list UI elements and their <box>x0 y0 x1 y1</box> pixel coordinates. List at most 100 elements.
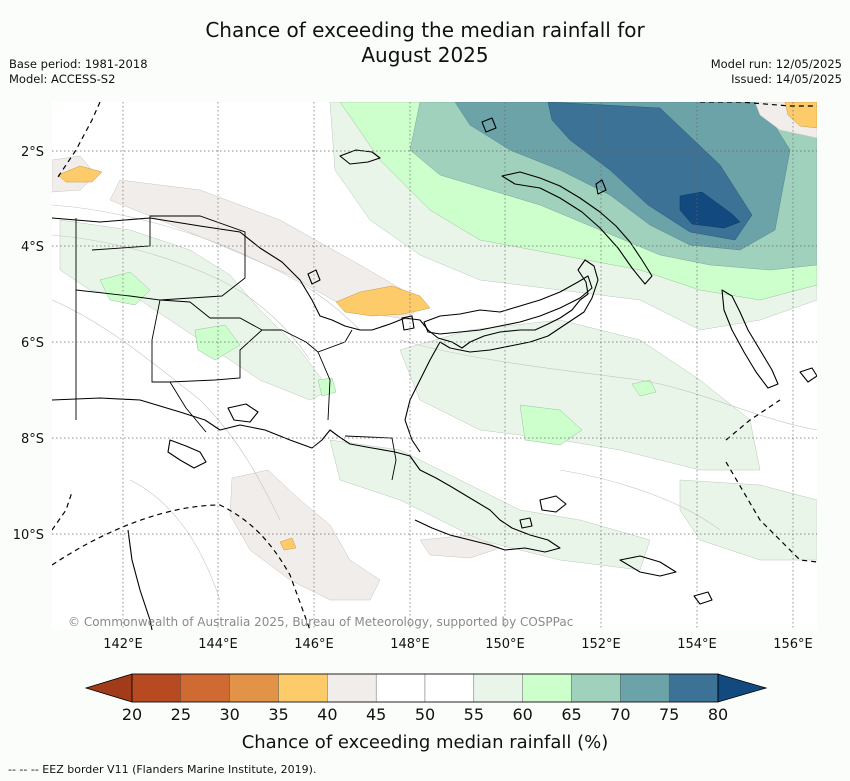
lon-label-156e: 156°E <box>773 637 813 652</box>
colorbar-segment <box>620 673 670 703</box>
colorbar-tick-label: 75 <box>659 705 679 724</box>
eez-south <box>52 504 311 630</box>
lon-label-148e: 148°E <box>390 637 430 652</box>
new-guinea-south-coast <box>52 397 561 553</box>
colorbar-tick-label: 65 <box>561 705 581 724</box>
lat-label-6s: 6°S <box>21 336 44 351</box>
north-islands-b <box>595 179 607 195</box>
province-line-2 <box>91 215 246 301</box>
colorbar-segment <box>131 673 182 703</box>
colorbar-segment <box>668 673 719 703</box>
province-line-7 <box>344 435 397 481</box>
colorbar-segment <box>180 673 230 703</box>
band-60-65-patch-e <box>317 377 337 397</box>
colorbar-tick-label: 25 <box>171 705 191 724</box>
band-35-40-central <box>335 285 431 317</box>
base-period-text: Base period: 1981-2018 <box>9 57 148 71</box>
graticule <box>52 102 817 630</box>
eez-west-north <box>55 102 101 181</box>
province-line-6 <box>317 351 331 421</box>
colorbar-extend-high <box>717 673 768 703</box>
band-55-60-south-coast <box>329 439 651 571</box>
band-60-65-patch-c <box>194 324 241 361</box>
eez-northeast <box>700 102 817 107</box>
eez-footnote: -- -- -- EEZ border V11 (Flanders Marine… <box>8 763 317 776</box>
colorbar-tick-label: 45 <box>366 705 386 724</box>
model-info: Base period: 1981-2018 Model: ACCESS-S2 <box>9 57 148 87</box>
band-60-65-patch-a <box>519 404 583 446</box>
colorbar-segment <box>571 673 621 703</box>
new-guinea-north-coast <box>52 217 599 353</box>
provincial-boundaries <box>75 215 397 481</box>
umboi-island <box>401 315 415 331</box>
colorbar-segment <box>473 673 523 703</box>
new-ireland <box>501 171 653 285</box>
title-line-2: August 2025 <box>361 43 489 67</box>
solomon-islands <box>799 367 817 383</box>
model-run-text: Model run: 12/05/2025 <box>710 57 842 71</box>
latitude-labels: 2°S 4°S 6°S 8°S 10°S <box>13 145 44 543</box>
band-55-60-west <box>59 219 331 401</box>
lon-label-144e: 144°E <box>198 637 238 652</box>
papuan-peninsula-north <box>404 341 441 453</box>
map-title: Chance of exceeding the median rainfall … <box>0 18 850 68</box>
lat-label-4s: 4°S <box>21 240 44 255</box>
colorbar: 20 25 30 35 40 45 50 55 60 65 70 75 80 <box>84 673 768 724</box>
issued-text: Issued: 14/05/2025 <box>731 72 842 86</box>
colorbar-title: Chance of exceeding median rainfall (%) <box>242 732 609 753</box>
colorbar-tick-label: 20 <box>122 705 142 724</box>
title-line-1: Chance of exceeding the median rainfall … <box>205 18 645 42</box>
lon-label-146e: 146°E <box>294 637 334 652</box>
coastlines <box>52 117 817 630</box>
lon-label-152e: 152°E <box>581 637 621 652</box>
model-name-text: Model: ACCESS-S2 <box>9 72 116 86</box>
rossel-island <box>693 591 713 605</box>
lat-label-10s: 10°S <box>13 528 44 543</box>
province-line-4 <box>169 381 207 433</box>
eez-east <box>725 399 781 441</box>
lat-label-8s: 8°S <box>21 432 44 447</box>
band-35-40-south <box>279 537 297 551</box>
copyright-notice: © Commonwealth of Australia 2025, Bureau… <box>68 615 573 629</box>
colorbar-segment <box>375 673 426 703</box>
bougainville <box>721 289 779 389</box>
dentrecasteaux-islands <box>539 495 567 513</box>
cape-york-coast <box>127 529 153 630</box>
colorbar-extend-low <box>84 673 133 703</box>
colorbar-tick-label: 30 <box>219 705 239 724</box>
band-35-40-west <box>57 165 103 183</box>
lake-murray <box>227 403 259 423</box>
colorbar-tick-label: 35 <box>268 705 288 724</box>
colorbar-segment <box>327 673 377 703</box>
band-35-40-northeast <box>784 102 817 129</box>
lon-label-150e: 150°E <box>485 637 525 652</box>
band-55-60-south <box>399 319 761 471</box>
lon-label-142e: 142°E <box>103 637 143 652</box>
louisiade-islands <box>619 555 677 577</box>
colorbar-tick-label: 60 <box>512 705 532 724</box>
fly-river-delta <box>167 439 207 469</box>
eez-southwest <box>52 491 73 531</box>
colorbar-segment <box>522 673 572 703</box>
lon-label-154e: 154°E <box>677 637 717 652</box>
issue-info: Model run: 12/05/2025 Issued: 14/05/2025 <box>711 57 842 87</box>
contour-lines <box>52 204 817 601</box>
colorbar-tick-label: 70 <box>610 705 630 724</box>
colorbar-tick-label: 40 <box>317 705 337 724</box>
band-over-80 <box>679 191 741 229</box>
lat-label-2s: 2°S <box>21 145 44 160</box>
colorbar-tick-label: 50 <box>415 705 435 724</box>
new-britain <box>423 275 593 335</box>
band-55-60-southeast <box>679 479 817 561</box>
karkar-island <box>307 269 321 285</box>
band-40-45-southwest <box>229 469 381 601</box>
colorbar-segment <box>278 673 328 703</box>
band-60-65-patch-d <box>631 379 657 397</box>
colorbar-outline <box>131 673 719 703</box>
colorbar-tick-label: 55 <box>464 705 484 724</box>
north-islands-a <box>481 117 497 133</box>
eez-borders <box>52 102 817 630</box>
province-line-3 <box>159 299 263 331</box>
manus-island <box>339 149 381 165</box>
